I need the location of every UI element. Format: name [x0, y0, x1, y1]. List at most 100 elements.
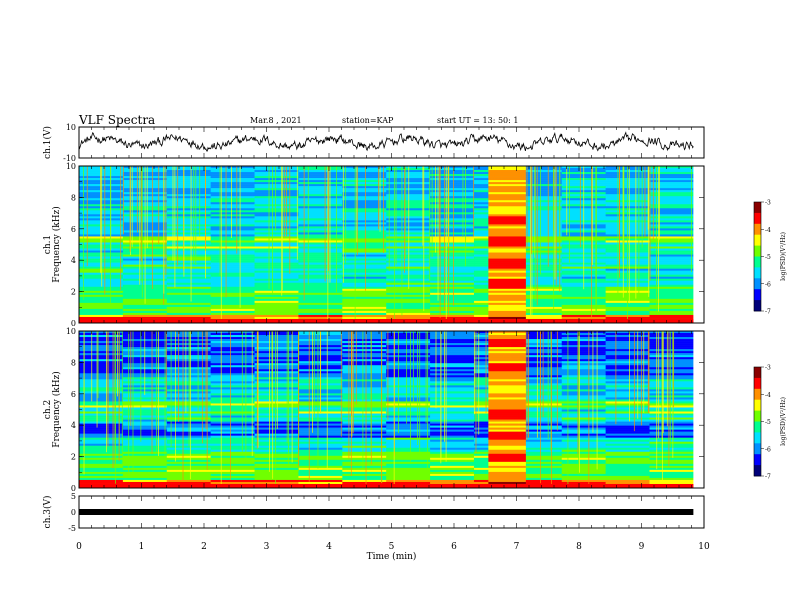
x-tick-label: 8	[576, 542, 582, 552]
spec-cell	[254, 234, 299, 237]
spec-cell	[298, 192, 343, 195]
spec-cell	[649, 214, 694, 217]
spec-cell	[342, 260, 387, 263]
sferic-line	[635, 166, 637, 299]
spec-cell	[386, 471, 431, 475]
spec-cell	[210, 421, 256, 424]
spec-cell	[517, 429, 563, 432]
spec-cell	[649, 290, 694, 294]
spec-cell	[386, 411, 431, 414]
spec-cell	[649, 445, 694, 449]
spec-cell	[517, 441, 563, 445]
spec-cell	[649, 457, 694, 461]
spec-cell	[166, 234, 212, 237]
spec-cell	[166, 260, 212, 263]
colorbar-segment	[754, 256, 761, 268]
spec-cell	[254, 260, 299, 263]
spec-cell	[386, 304, 431, 308]
sferic-line	[185, 331, 187, 413]
spec-cell	[649, 302, 694, 306]
spec-cell	[430, 387, 475, 390]
spec-cell	[79, 256, 124, 259]
spec-cell	[254, 443, 299, 447]
spec-cell	[430, 316, 475, 320]
spec-cell	[166, 208, 212, 211]
sferic-line	[326, 331, 328, 471]
spec-cell	[342, 369, 387, 372]
spec-cell	[342, 202, 387, 205]
spec-cell	[122, 459, 168, 463]
spec-cell	[649, 212, 694, 215]
sferic-line	[219, 166, 221, 276]
spec-cell	[79, 467, 124, 471]
spec-cell	[210, 264, 256, 267]
spec-cell	[561, 349, 607, 352]
y-axis-label: ch.1(V)	[42, 126, 53, 159]
spec-cell	[649, 222, 694, 225]
spec-cell	[342, 268, 387, 271]
spec-cell	[298, 433, 343, 436]
spec-cell	[430, 272, 475, 275]
no-data-area	[693, 166, 704, 323]
spec-cell	[79, 270, 124, 273]
spec-cell	[298, 425, 343, 428]
sferic-line	[307, 166, 309, 285]
spec-cell	[166, 296, 212, 300]
spec-cell	[605, 421, 650, 424]
spec-cell	[605, 429, 650, 432]
spec-cell	[342, 194, 387, 197]
spec-cell	[298, 413, 343, 416]
spec-cell	[79, 304, 124, 308]
spec-cell	[79, 308, 124, 312]
spec-cell	[342, 395, 387, 398]
spec-cell	[517, 413, 563, 416]
spec-cell	[386, 308, 431, 312]
colorbar-segment	[754, 367, 761, 379]
spec-cell	[342, 401, 387, 404]
spec-cell	[210, 238, 256, 241]
spec-cell	[561, 481, 607, 485]
band-cell	[488, 250, 526, 253]
spec-cell	[298, 190, 343, 193]
band-cell	[488, 260, 526, 263]
spec-cell	[430, 467, 475, 471]
spec-cell	[561, 457, 607, 461]
spec-cell	[79, 463, 124, 467]
x-tick-label: 6	[451, 542, 457, 552]
spec-cell	[210, 377, 256, 380]
spec-cell	[166, 306, 212, 310]
band-cell	[488, 347, 526, 350]
spec-cell	[386, 475, 431, 479]
spec-cell	[298, 439, 343, 443]
spec-cell	[342, 192, 387, 195]
sferic-line	[286, 331, 288, 444]
spec-cell	[342, 286, 387, 290]
sferic-line	[435, 166, 436, 253]
spec-cell	[649, 260, 694, 263]
ch3-trace	[79, 509, 694, 515]
spec-cell	[517, 421, 563, 424]
sferic-line	[197, 331, 199, 412]
spec-cell	[517, 264, 563, 267]
spec-cell	[561, 471, 607, 475]
spec-cell	[430, 252, 475, 255]
spec-cell	[649, 419, 694, 422]
sferic-line	[431, 166, 433, 258]
spec-cell	[342, 451, 387, 455]
spec-cell	[298, 459, 343, 463]
spec-cell	[166, 280, 212, 284]
spec-cell	[166, 220, 212, 223]
spec-cell	[298, 469, 343, 473]
band-cell	[488, 208, 526, 211]
spec-cell	[386, 302, 431, 306]
spec-cell	[210, 455, 256, 459]
spec-cell	[517, 270, 563, 273]
spec-cell	[342, 308, 387, 312]
spec-cell	[122, 477, 168, 481]
spec-cell	[79, 280, 124, 284]
spec-cell	[561, 441, 607, 445]
sferic-line	[445, 331, 447, 462]
spec-cell	[649, 268, 694, 271]
spec-cell	[122, 399, 168, 402]
